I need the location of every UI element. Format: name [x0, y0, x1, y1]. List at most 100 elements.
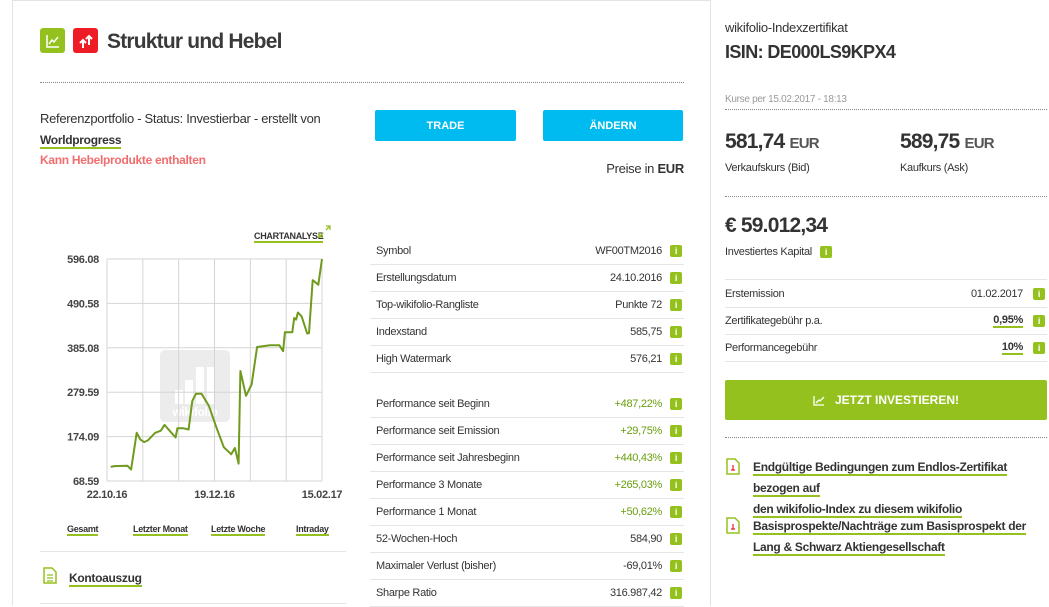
y-tick-label: 490.58 [67, 298, 99, 310]
performance-value: +50,62% [620, 506, 662, 518]
document-link-line[interactable]: Lang & Schwarz Aktiengesellschaft [753, 540, 945, 556]
status-text: Referenzportfolio - Status: Investierbar… [40, 111, 321, 126]
divider [40, 603, 346, 604]
info-icon[interactable]: i [1033, 341, 1045, 354]
price-chart: wikifolio 596.08 490.58 385.08 279.59 174.09 6… [67, 254, 343, 501]
stat-label: Erstellungsdatum [376, 272, 457, 284]
certificate-row: Erstemission 01.02.2017 i [725, 280, 1047, 308]
performance-label: Sharpe Ratio [376, 587, 437, 599]
info-icon[interactable]: i [670, 299, 682, 311]
pdf-icon [726, 517, 740, 534]
divider [725, 196, 1047, 197]
prices-label: Preise in [606, 161, 655, 176]
performance-label: Performance 3 Monate [376, 479, 482, 491]
y-tick-label: 68.59 [73, 476, 99, 488]
info-icon[interactable]: i [670, 533, 682, 545]
range-letzter-monat[interactable]: Letzter Monat [133, 524, 188, 536]
divider [725, 279, 1047, 280]
info-icon[interactable]: i [1033, 314, 1045, 327]
stat-label: Indexstand [376, 326, 427, 338]
invested-capital: € 59.012,34 [725, 214, 828, 237]
bid-price: 581,74 EUR [725, 130, 820, 154]
ask-label: Kaufkurs (Ask) [900, 162, 968, 174]
performance-label: Performance 1 Monat [376, 506, 477, 518]
y-tick-label: 279.59 [67, 387, 99, 399]
performance-value: 316.987,42 [609, 587, 662, 599]
info-icon[interactable]: i [670, 560, 682, 572]
invest-button[interactable]: JETZT INVESTIEREN! [725, 380, 1047, 420]
info-icon[interactable]: i [670, 479, 682, 491]
performance-label: Performance seit Beginn [376, 398, 490, 410]
info-icon[interactable]: i [670, 587, 682, 599]
certificate-label: Erstemission [725, 287, 785, 300]
watermark-bar [207, 367, 215, 404]
author-link[interactable]: Worldprogress [40, 133, 122, 149]
divider [725, 109, 1047, 110]
invested-capital-label-wrap: Investiertes Kapital i [725, 246, 834, 258]
performance-row: Performance 1 Monat +50,62% i [370, 499, 684, 526]
range-intraday[interactable]: Intraday [296, 524, 329, 536]
chart-analysis-label[interactable]: CHARTANALYSE [254, 231, 324, 243]
kontoauszug-link[interactable]: Kontoauszug [69, 571, 142, 587]
chart-trend-icon [813, 395, 825, 406]
x-tick-label: 22.10.16 [87, 489, 128, 501]
ask-value: 589,75 [900, 130, 960, 153]
quote-time: Kurse per 15.02.2017 - 18:13 [725, 94, 847, 105]
info-icon[interactable]: i [670, 353, 682, 365]
prices-currency: Preise in EUR [606, 161, 684, 176]
performance-row: Performance 3 Monate +265,03% i [370, 472, 684, 499]
info-icon[interactable]: i [1033, 287, 1045, 300]
certificate-label: Zertifikategebühr p.a. [725, 314, 823, 327]
y-tick-label: 385.08 [67, 343, 99, 355]
divider [40, 551, 346, 552]
info-icon[interactable]: i [670, 398, 682, 410]
watermark-text: wikifolio [171, 405, 217, 419]
leverage-arrows-icon [73, 28, 98, 53]
chart-trend-icon [40, 28, 65, 53]
stat-label: High Watermark [376, 353, 451, 365]
document-link[interactable]: Basisprospekte/Nachträge zum Basisprospe… [753, 516, 1026, 558]
chart-analysis-link[interactable]: CHARTANALYSE [254, 226, 324, 244]
info-icon[interactable]: i [670, 506, 682, 518]
performance-row: 52-Wochen-Hoch 584,90 i [370, 526, 684, 553]
info-icon[interactable]: i [670, 272, 682, 284]
performance-value: +29,75% [620, 425, 662, 437]
range-letzte-woche[interactable]: Letzte Woche [211, 524, 266, 536]
certificate-value[interactable]: 10% [1001, 340, 1023, 355]
document-link-line[interactable]: Endgültige Bedingungen zum Endlos-Zertif… [753, 460, 1008, 497]
document-link-line[interactable]: Basisprospekte/Nachträge zum Basisprospe… [753, 519, 1026, 535]
info-icon[interactable]: i [819, 246, 832, 258]
performance-label: Performance seit Jahresbeginn [376, 452, 520, 464]
performance-row: Maximaler Verlust (bisher) -69,01% i [370, 553, 684, 580]
stat-value: Punkte 72 [615, 299, 662, 311]
stat-value: 585,75 [630, 326, 662, 338]
certificate-value[interactable]: 0,95% [993, 313, 1023, 328]
performance-value: -69,01% [623, 560, 662, 572]
y-tick-label: 596.08 [67, 254, 99, 266]
ask-price: 589,75 EUR [900, 130, 995, 154]
trade-button[interactable]: TRADE [375, 110, 516, 141]
document-link-line[interactable]: den wikifolio-Index zu diesem wikifolio [753, 502, 962, 518]
info-icon[interactable]: i [670, 326, 682, 338]
stat-value: WF00TM2016 [595, 245, 662, 257]
ask-currency: EUR [964, 135, 994, 152]
performance-value: 584,90 [630, 533, 662, 545]
certificate-row: Performancegebühr 10% i [725, 334, 1047, 362]
expand-icon[interactable] [318, 225, 331, 238]
invest-button-label: JETZT INVESTIEREN! [834, 393, 959, 407]
stat-label: Symbol [376, 245, 411, 257]
performance-value: +440,43% [614, 452, 663, 464]
info-icon[interactable]: i [670, 245, 682, 257]
divider [725, 437, 1047, 438]
stat-row: Top-wikifolio-Rangliste Punkte 72 i [370, 292, 684, 319]
stat-value: 576,21 [630, 353, 662, 365]
info-icon[interactable]: i [670, 425, 682, 437]
info-icon[interactable]: i [670, 452, 682, 464]
stat-value: 24.10.2016 [609, 272, 662, 284]
performance-label: 52-Wochen-Hoch [376, 533, 458, 545]
wikifolio-card [12, 0, 711, 606]
bid-label: Verkaufskurs (Bid) [725, 162, 810, 174]
change-button[interactable]: ÄNDERN [543, 110, 683, 141]
document-link[interactable]: Endgültige Bedingungen zum Endlos-Zertif… [753, 457, 1049, 520]
range-gesamt[interactable]: Gesamt [67, 524, 99, 536]
